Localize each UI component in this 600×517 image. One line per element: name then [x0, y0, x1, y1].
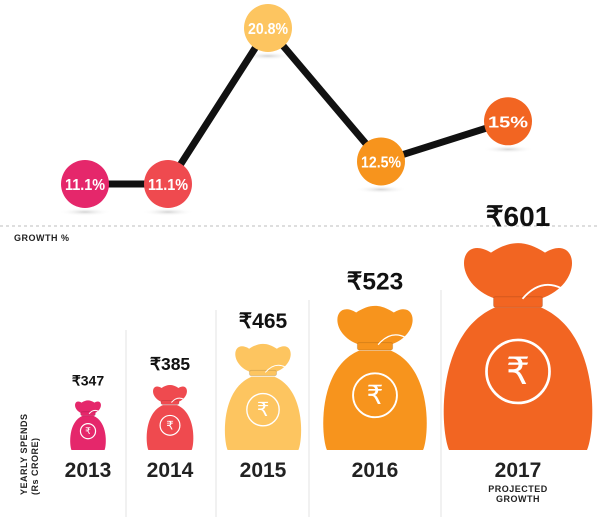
rupee-glyph: ₹ — [166, 418, 174, 432]
spend-bag-knot-2016 — [337, 305, 413, 345]
rupee-glyph: ₹ — [257, 398, 269, 421]
growth-bubble-shadow-2017 — [482, 145, 534, 154]
spend-bag-body-2016 — [323, 350, 427, 450]
growth-label-2015: 20.8% — [248, 21, 288, 38]
spend-bag-tie-2013 — [80, 411, 96, 417]
growth-point-2015 — [244, 4, 292, 52]
growth-point-2016 — [357, 137, 405, 186]
spends-axis-label-line1: YEARLY SPENDS — [19, 413, 29, 495]
spend-bag-knot-2015 — [235, 343, 291, 373]
spend-bag-2013: ₹ — [70, 400, 106, 450]
spending-bag-chart: YEARLY SPENDS (Rs CRORE) ₹ ₹347 2013 ₹ ₹385 2… — [19, 201, 593, 504]
rupee-glyph: ₹ — [367, 381, 384, 411]
year-label-2013: 2013 — [65, 459, 112, 482]
spend-bag-tie-2017 — [493, 296, 543, 308]
spend-bag-knot-2017 — [463, 243, 573, 299]
growth-bubble-shadow-2016 — [355, 185, 407, 194]
column-band-2015 — [215, 310, 217, 517]
column-backgrounds — [125, 290, 442, 517]
spend-bag-string-2016 — [377, 334, 406, 346]
growth-point-2013 — [61, 160, 109, 208]
rupee-glyph: ₹ — [506, 349, 530, 393]
column-band-2017 — [440, 290, 442, 517]
projected-growth-label-line2: GROWTH — [496, 494, 540, 504]
spend-bag-2015: ₹ — [224, 343, 302, 450]
spend-value-2015: ₹465 — [239, 310, 288, 333]
column-band-2016 — [308, 300, 310, 517]
spend-bag-body-2013 — [70, 415, 106, 450]
year-label-2015: 2015 — [240, 459, 287, 482]
rupee-icon — [159, 414, 181, 436]
growth-label-2013: 11.1% — [65, 177, 105, 194]
spend-bag-tie-2014 — [160, 400, 180, 406]
spend-value-2013: ₹347 — [72, 373, 104, 389]
spend-bag-knot-2014 — [153, 385, 187, 403]
spend-value-2014: ₹385 — [150, 354, 191, 374]
growth-line — [85, 22, 510, 188]
year-label-2014: 2014 — [147, 459, 194, 482]
spend-bag-2016: ₹ — [323, 305, 427, 450]
spend-bag-2017: ₹ — [443, 243, 593, 450]
growth-point-2017 — [484, 97, 532, 146]
growth-line-chart: GROWTH % 11.1% 11.1% 20.8% 12.5% 15% — [14, 4, 534, 243]
rupee-icon — [246, 392, 280, 427]
growth-bubble-shadow-2013 — [59, 208, 111, 216]
spend-bag-body-2015 — [224, 376, 302, 450]
spend-bag-body-2014 — [146, 405, 194, 450]
growth-label-2016: 12.5% — [361, 154, 401, 171]
spend-bag-tie-2016 — [356, 342, 394, 351]
growth-axis-label: GROWTH % — [14, 233, 70, 243]
growth-label-2017: 15% — [488, 114, 528, 131]
spend-bag-2014: ₹ — [146, 385, 194, 450]
spend-bag-body-2017 — [443, 307, 593, 450]
growth-label-2014: 11.1% — [148, 177, 188, 194]
rupee-icon — [352, 372, 398, 419]
column-band-2014 — [125, 330, 127, 517]
rupee-icon — [79, 423, 97, 440]
rupee-glyph: ₹ — [85, 427, 91, 437]
spend-bag-string-2013 — [88, 409, 99, 415]
rupee-icon — [485, 338, 551, 405]
year-label-2016: 2016 — [352, 459, 399, 482]
spend-value-2017: ₹601 — [486, 201, 551, 232]
spend-bag-tie-2015 — [248, 369, 278, 377]
growth-bubble-shadow-2014 — [142, 208, 194, 216]
projected-growth-label-line1: PROJECTED — [488, 484, 548, 494]
spend-bag-string-2017 — [521, 283, 562, 300]
spends-axis-label-line2: (Rs CRORE) — [30, 437, 40, 495]
year-label-2017: 2017 — [495, 459, 542, 482]
spend-value-2016: ₹523 — [347, 269, 403, 296]
spend-bag-string-2015 — [264, 364, 286, 373]
growth-point-2014 — [144, 160, 192, 208]
spend-bag-string-2014 — [171, 397, 184, 403]
